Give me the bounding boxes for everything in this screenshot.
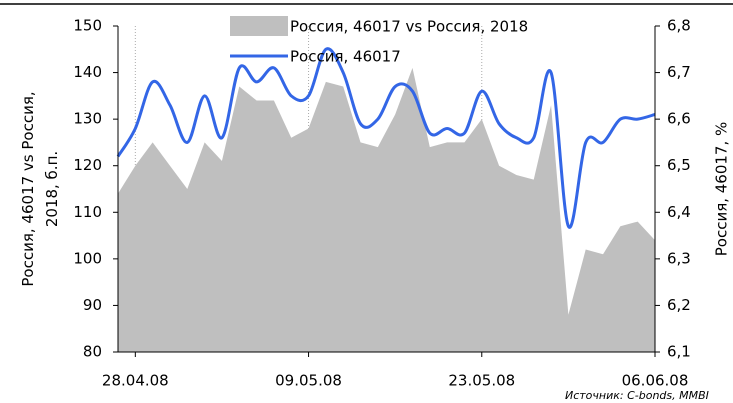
y2-tick-label: 6,1 <box>667 343 691 361</box>
legend-label: Россия, 46017 vs Россия, 2018 <box>290 18 528 36</box>
area <box>118 67 655 353</box>
x-tick-label: 28.04.08 <box>102 372 169 390</box>
y-tick-label: 80 <box>83 343 102 361</box>
y2-tick-label: 6,7 <box>667 63 691 81</box>
legend-swatch <box>230 16 288 36</box>
x-tick-label: 23.05.08 <box>448 372 515 390</box>
y-tick-label: 150 <box>73 17 102 35</box>
y2-tick-label: 6,8 <box>667 17 691 35</box>
x-tick-label: 09.05.08 <box>275 372 342 390</box>
y-axis-label-text: Россия, 46017 vs Россия, <box>19 91 37 286</box>
y2-tick-label: 6,6 <box>667 110 691 128</box>
y2-tick-label: 6,3 <box>667 249 691 267</box>
line <box>116 47 656 229</box>
y-tick-label: 120 <box>73 156 102 174</box>
y-tick-label: 140 <box>73 63 102 81</box>
y-axis-label-text: 2018, б.п. <box>43 151 61 227</box>
legend-label: Россия, 46017 <box>290 48 401 66</box>
y-axis-label: Россия, 46017 vs Россия, 2018, б.п. <box>19 91 61 286</box>
y-tick-label: 110 <box>73 203 102 221</box>
y-tick-label: 100 <box>73 249 102 267</box>
source: Источник: C-bonds, MMBI <box>565 389 709 402</box>
y2-tick-label: 6,2 <box>667 296 691 314</box>
y2-tick-label: 6,5 <box>667 156 691 174</box>
y-tick-label: 130 <box>73 110 102 128</box>
y2-tick-label: 6,4 <box>667 203 691 221</box>
x-tick-label: 06.06.08 <box>622 372 689 390</box>
y-tick-label: 90 <box>83 296 102 314</box>
y2-axis-label: Россия, 46017, % <box>713 122 731 257</box>
